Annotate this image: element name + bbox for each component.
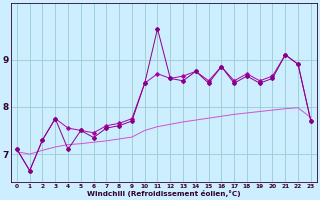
X-axis label: Windchill (Refroidissement éolien,°C): Windchill (Refroidissement éolien,°C)	[87, 190, 241, 197]
